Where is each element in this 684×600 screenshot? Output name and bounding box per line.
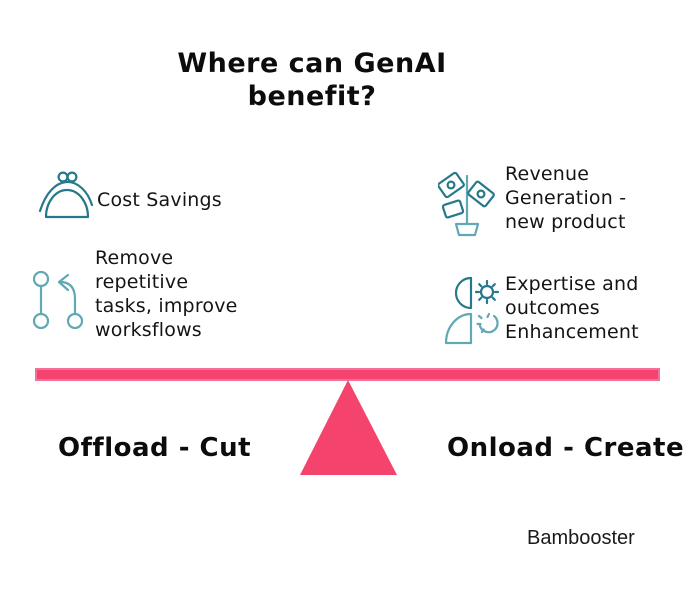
onload-label: Onload - Create [447, 433, 684, 463]
coin-purse-icon [38, 170, 94, 226]
seesaw-fulcrum-triangle [300, 380, 397, 475]
brand-name: Bambooster [527, 527, 635, 549]
benefit-item-label: Revenue Generation - new product [505, 163, 627, 233]
benefit-item-label: Cost Savings [97, 189, 222, 211]
benefit-item-cost-savings: Cost Savings [38, 170, 278, 230]
offload-label: Offload - Cut [58, 433, 252, 463]
branch-arrow-icon [30, 268, 86, 340]
benefit-item-label: Expertise and outcomes Enhancement [505, 273, 639, 343]
benefit-item-expertise: Expertise and outcomes Enhancement [442, 270, 682, 360]
benefit-item-remove-tasks: Remove repetitive tasks, improve worksfl… [30, 246, 270, 356]
benefit-item-label: Remove repetitive tasks, improve worksfl… [95, 247, 238, 341]
page-title: Where can GenAI benefit? [177, 48, 447, 112]
person-gears-icon [442, 272, 502, 350]
money-tree-icon [437, 168, 496, 242]
benefit-item-revenue: Revenue Generation - new product [437, 162, 678, 252]
